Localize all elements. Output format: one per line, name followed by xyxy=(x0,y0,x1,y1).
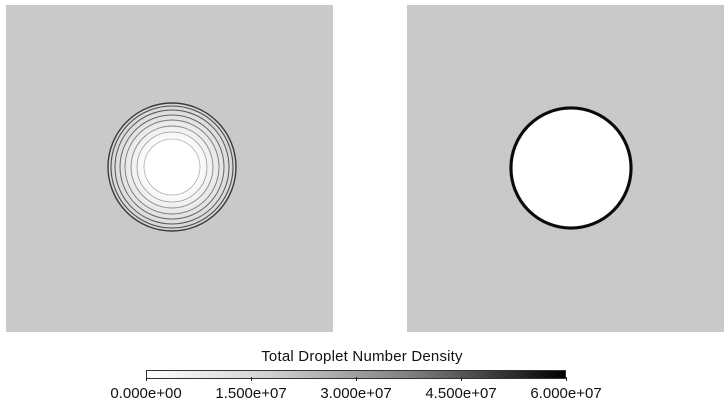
contour-ring xyxy=(114,109,230,225)
colorbar-tick-mark xyxy=(565,377,567,381)
legend-title: Total Droplet Number Density xyxy=(261,348,463,365)
colorbar-tick-mark xyxy=(145,377,147,381)
colorbar-tick-label: 0.000e+00 xyxy=(110,385,182,402)
contour-ring xyxy=(124,119,220,215)
contour-ring xyxy=(130,125,214,209)
left-blob-fill xyxy=(107,102,237,232)
right-contour-panel xyxy=(407,5,724,332)
colorbar-tick-label: 4.500e+07 xyxy=(425,385,497,402)
colorbar-tick-label: 6.000e+07 xyxy=(530,385,602,402)
right-ring xyxy=(509,106,633,230)
left-contour-panel xyxy=(6,5,333,332)
left-contour-rings xyxy=(107,102,237,232)
contour-ring xyxy=(143,138,201,196)
contour-ring xyxy=(136,131,208,203)
right-contour-plot xyxy=(509,106,633,230)
contour-ring xyxy=(107,102,237,232)
right-blob-fill xyxy=(511,108,631,228)
colorbar-tick-label: 1.500e+07 xyxy=(215,385,287,402)
left-contour-plot xyxy=(107,102,237,232)
colorbar-tick-mark xyxy=(355,377,357,381)
contour-ring xyxy=(119,114,225,220)
colorbar-tick-mark xyxy=(250,377,252,381)
colorbar-tick-label: 3.000e+07 xyxy=(320,385,392,402)
colorbar-tick-mark xyxy=(460,377,462,381)
contour-ring xyxy=(110,105,234,229)
